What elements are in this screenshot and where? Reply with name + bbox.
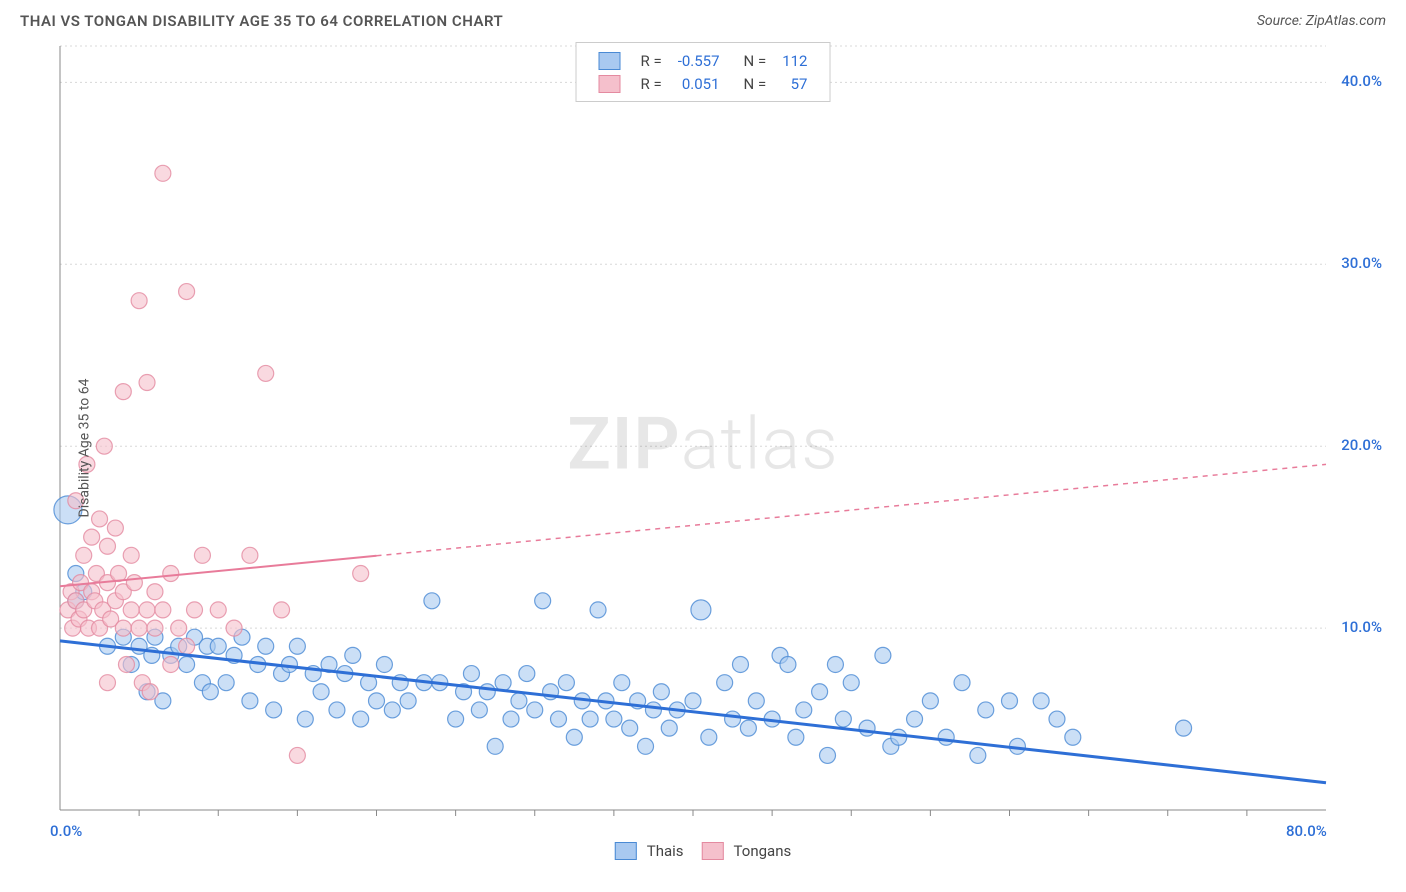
y-tick-label: 10.0%	[1341, 618, 1382, 636]
legend-n-value: 57	[774, 72, 815, 95]
legend-stats: R =-0.557N =112 R =0.051N =57	[576, 42, 831, 102]
x-tick-label: 80.0%	[1286, 822, 1327, 840]
y-tick-label: 20.0%	[1341, 436, 1382, 454]
legend-r-label: R =	[633, 49, 670, 72]
page-title: THAI VS TONGAN DISABILITY AGE 35 TO 64 C…	[20, 12, 503, 30]
legend-item: Thais	[615, 842, 684, 860]
y-axis-label: Disability Age 35 to 64	[76, 379, 92, 518]
legend-n-value: 112	[774, 49, 815, 72]
y-tick-label: 30.0%	[1341, 254, 1382, 272]
x-tick-label: 0.0%	[50, 822, 82, 840]
legend-r-value: 0.051	[670, 72, 728, 95]
legend-label: Thais	[647, 842, 684, 860]
y-tick-label: 40.0%	[1341, 72, 1382, 90]
legend-r-value: -0.557	[670, 49, 728, 72]
legend-label: Tongans	[734, 842, 792, 860]
legend-swatch	[599, 75, 621, 93]
legend-swatch	[599, 52, 621, 70]
legend-n-label: N =	[728, 72, 775, 95]
source-attribution: Source: ZipAtlas.com	[1257, 13, 1386, 29]
legend-r-label: R =	[633, 72, 670, 95]
legend-series: Thais Tongans	[615, 842, 791, 860]
chart-container: Disability Age 35 to 64 ZIPatlas R =-0.5…	[20, 38, 1386, 858]
legend-swatch	[702, 842, 724, 860]
legend-n-label: N =	[728, 49, 775, 72]
legend-item: Tongans	[702, 842, 792, 860]
legend-swatch	[615, 842, 637, 860]
scatter-plot	[20, 38, 1386, 858]
